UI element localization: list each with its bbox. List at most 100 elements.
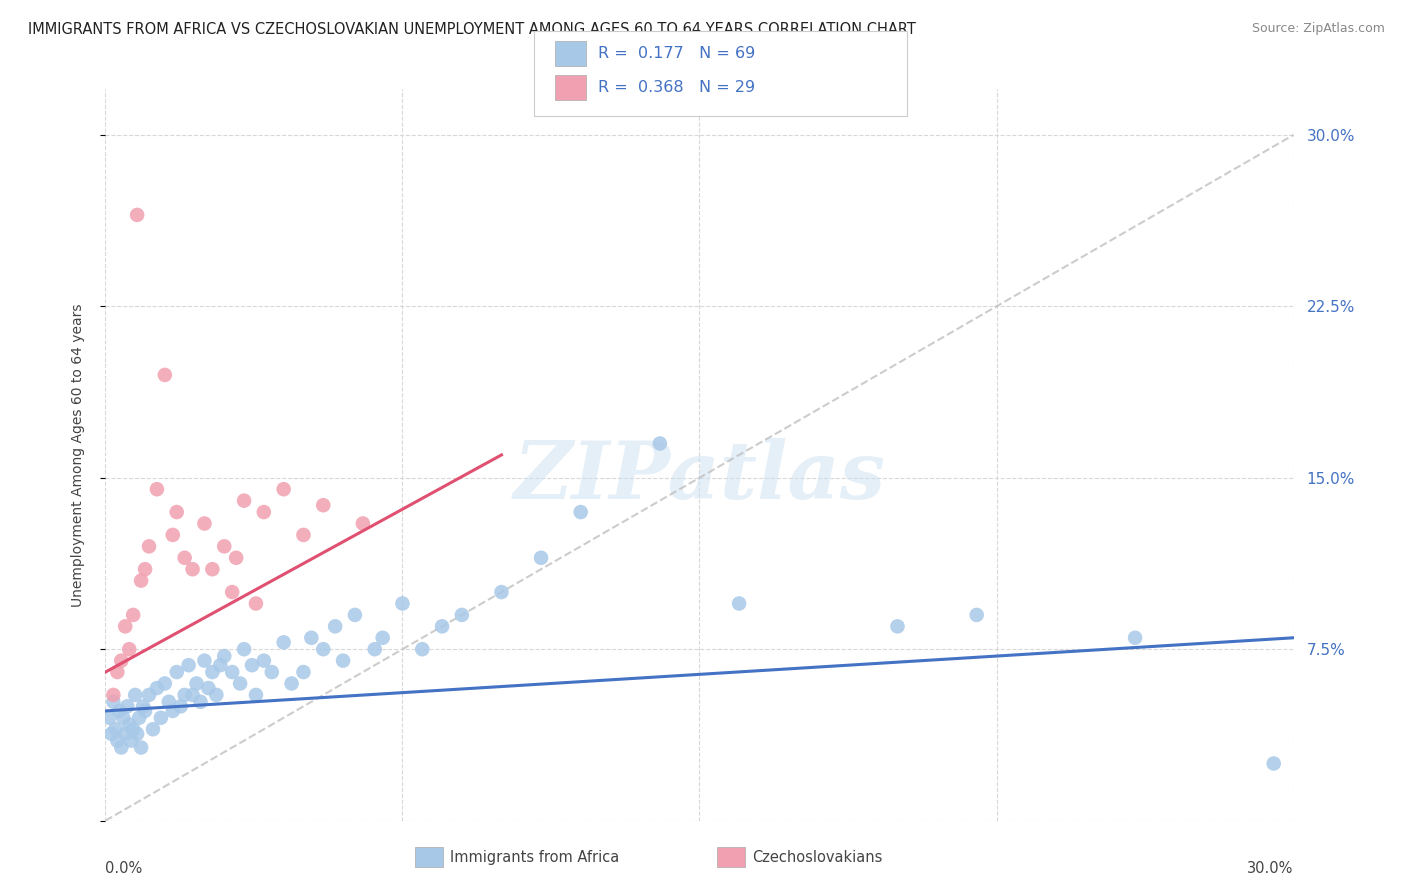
Point <box>128 711 150 725</box>
Point <box>134 562 156 576</box>
Point <box>186 676 208 690</box>
Text: 30.0%: 30.0% <box>1247 861 1294 876</box>
Point <box>170 699 193 714</box>
Point <box>229 676 252 690</box>
Point <box>214 539 236 553</box>
Point <box>391 597 413 611</box>
Text: IMMIGRANTS FROM AFRICA VS CZECHOSLOVAKIAN UNEMPLOYMENT AMONG AGES 60 TO 64 YEARS: IMMIGRANTS FROM AFRICA VS CZECHOSLOVAKIA… <box>28 22 915 37</box>
Point <box>260 665 283 679</box>
Point <box>162 704 184 718</box>
Y-axis label: Unemployment Among Ages 60 to 64 years: Unemployment Among Ages 60 to 64 years <box>70 303 84 607</box>
Point <box>193 516 215 531</box>
Point <box>103 695 125 709</box>
Point <box>886 619 908 633</box>
Text: R =  0.177   N = 69: R = 0.177 N = 69 <box>598 46 755 61</box>
Point <box>292 528 315 542</box>
Point <box>190 695 212 709</box>
Point <box>115 699 138 714</box>
Text: Immigrants from Africa: Immigrants from Africa <box>450 850 619 864</box>
Text: Czechoslovakians: Czechoslovakians <box>752 850 883 864</box>
Point <box>728 597 751 611</box>
Point <box>343 607 366 622</box>
Point <box>105 733 128 747</box>
Point <box>173 550 195 565</box>
Point <box>118 642 141 657</box>
Text: ZIPatlas: ZIPatlas <box>513 438 886 516</box>
Point <box>149 711 172 725</box>
Point <box>127 208 149 222</box>
Point <box>245 688 267 702</box>
Point <box>193 654 215 668</box>
Point <box>177 658 200 673</box>
Point <box>332 654 354 668</box>
Point <box>138 539 160 553</box>
Text: Source: ZipAtlas.com: Source: ZipAtlas.com <box>1251 22 1385 36</box>
Point <box>166 505 188 519</box>
Point <box>110 740 132 755</box>
Point <box>312 642 335 657</box>
Point <box>1263 756 1285 771</box>
Point <box>157 695 180 709</box>
Point <box>273 635 295 649</box>
Point <box>114 727 136 741</box>
Point <box>491 585 513 599</box>
Point <box>411 642 433 657</box>
Point <box>138 688 160 702</box>
Point <box>364 642 387 657</box>
Point <box>221 665 243 679</box>
Point <box>146 681 169 695</box>
Point <box>201 665 224 679</box>
Point <box>124 688 146 702</box>
Point <box>430 619 453 633</box>
Point <box>371 631 394 645</box>
Point <box>122 723 145 737</box>
Text: 0.0%: 0.0% <box>105 861 142 876</box>
Point <box>166 665 188 679</box>
Point <box>112 711 135 725</box>
Point <box>273 482 295 496</box>
Point <box>173 688 195 702</box>
Point <box>118 717 141 731</box>
Point <box>122 607 145 622</box>
Point <box>245 597 267 611</box>
Point <box>253 654 276 668</box>
Point <box>966 607 988 622</box>
Point <box>280 676 302 690</box>
Point <box>153 847 176 862</box>
Point <box>233 642 256 657</box>
Point <box>240 658 263 673</box>
Point <box>233 493 256 508</box>
Point <box>323 619 346 633</box>
Point <box>569 505 592 519</box>
Point <box>142 723 165 737</box>
Point <box>214 649 236 664</box>
Point <box>110 654 132 668</box>
Point <box>129 740 152 755</box>
Point <box>221 585 243 599</box>
Point <box>450 607 472 622</box>
Point <box>299 631 322 645</box>
Point <box>225 550 247 565</box>
Point <box>134 704 156 718</box>
Point <box>103 688 125 702</box>
Point <box>1123 631 1146 645</box>
Point <box>98 711 121 725</box>
Point <box>146 482 169 496</box>
Point <box>153 368 176 382</box>
Point <box>127 727 149 741</box>
Point <box>352 516 374 531</box>
Point <box>648 436 671 450</box>
Point <box>132 699 155 714</box>
Point <box>205 688 228 702</box>
Point <box>105 665 128 679</box>
Point <box>181 562 204 576</box>
Point <box>162 528 184 542</box>
Point <box>253 505 276 519</box>
Point <box>201 562 224 576</box>
Point <box>100 727 122 741</box>
Point <box>120 733 142 747</box>
Point <box>108 704 131 718</box>
Point <box>312 498 335 512</box>
Point <box>197 681 219 695</box>
Point <box>104 723 127 737</box>
